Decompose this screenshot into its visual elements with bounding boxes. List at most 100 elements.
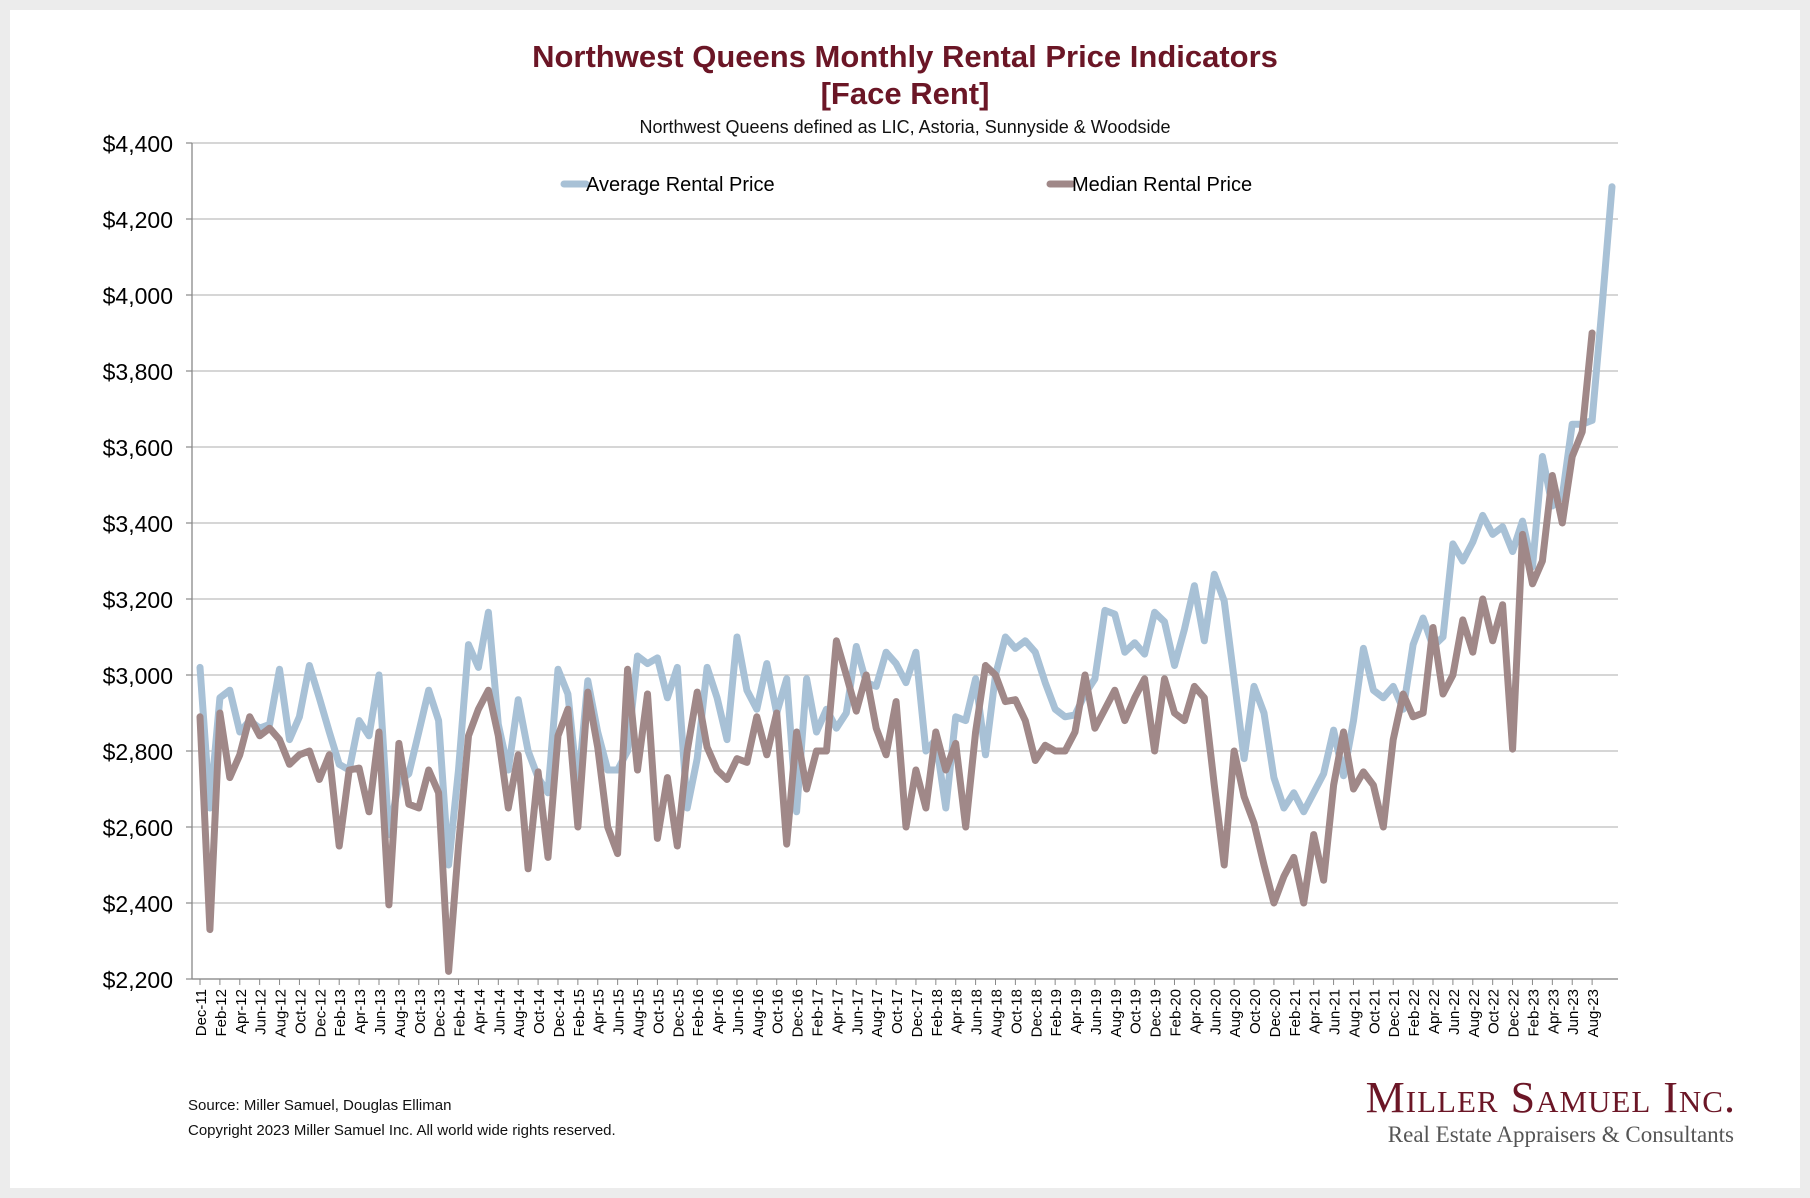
- x-tick-label: Aug-17: [869, 989, 886, 1037]
- series-line-average: [196, 183, 1616, 869]
- x-tick-label: Jun-17: [849, 989, 866, 1035]
- copyright-note: Copyright 2023 Miller Samuel Inc. All wo…: [188, 1122, 616, 1139]
- x-tick-label: Dec-16: [790, 989, 807, 1037]
- x-tick-label: Feb-15: [571, 989, 588, 1037]
- grid-lines: [192, 142, 1618, 980]
- x-tick-label: Apr-15: [591, 989, 608, 1034]
- y-tick-label: $3,200: [103, 587, 173, 613]
- y-tick-label: $2,200: [103, 967, 173, 993]
- x-tick-label: Oct-22: [1486, 989, 1503, 1034]
- x-tick-label: Aug-20: [1227, 989, 1244, 1037]
- x-tick-label: Aug-19: [1108, 989, 1125, 1037]
- x-tick-label: Aug-22: [1466, 989, 1483, 1037]
- y-tick-label: $3,400: [103, 511, 173, 537]
- x-tick-label: Apr-12: [233, 989, 250, 1034]
- x-tick-label: Jun-15: [611, 989, 628, 1035]
- y-tick-label: $4,000: [103, 283, 173, 309]
- x-tick-label: Feb-20: [1167, 989, 1184, 1037]
- source-note: Source: Miller Samuel, Douglas Elliman: [188, 1097, 452, 1114]
- x-tick-label: Apr-18: [949, 989, 966, 1034]
- x-tick-label: Oct-21: [1366, 989, 1383, 1034]
- x-tick-label: Jun-16: [730, 989, 747, 1035]
- x-tick-label: Aug-15: [631, 989, 648, 1037]
- y-tick-label: $2,600: [103, 815, 173, 841]
- x-tick-label: Aug-16: [750, 989, 767, 1037]
- x-tick-label: Jun-14: [491, 989, 508, 1035]
- chart-title: Northwest Queens Monthly Rental Price In…: [0, 38, 1810, 112]
- x-tick-label: Oct-17: [889, 989, 906, 1034]
- x-tick-label: Dec-15: [670, 989, 687, 1037]
- x-tick-label: Dec-20: [1267, 989, 1284, 1037]
- x-tick-label: Dec-14: [551, 989, 568, 1037]
- x-tick-label: Oct-18: [1008, 989, 1025, 1034]
- chart-title-line1: Northwest Queens Monthly Rental Price In…: [532, 39, 1278, 74]
- x-tick-label: Jun-12: [253, 989, 270, 1035]
- x-tick-label: Dec-19: [1148, 989, 1165, 1037]
- x-tick-label: Apr-20: [1187, 989, 1204, 1034]
- x-tick-label: Jun-19: [1088, 989, 1105, 1035]
- x-tick-label: Oct-19: [1128, 989, 1145, 1034]
- x-tick-label: Aug-18: [988, 989, 1005, 1037]
- x-tick-label: Apr-13: [352, 989, 369, 1034]
- y-tick-label: $2,800: [103, 739, 173, 765]
- x-tick-label: Dec-12: [312, 989, 329, 1037]
- x-tick-label: Dec-13: [432, 989, 449, 1037]
- x-tick-label: Feb-12: [213, 989, 230, 1037]
- y-tick-label: $3,800: [103, 359, 173, 385]
- legend-label: Average Rental Price: [586, 174, 775, 196]
- x-axis-ticks: Dec-11 Feb-12 Apr-12 Jun-12 Aug-12 Oct-12 Dec-…: [193, 979, 1602, 1037]
- x-tick-label: Apr-17: [829, 989, 846, 1034]
- x-tick-label: Oct-16: [770, 989, 787, 1034]
- x-tick-label: Feb-22: [1406, 989, 1423, 1037]
- x-tick-label: Oct-14: [531, 989, 548, 1034]
- x-tick-label: Apr-19: [1068, 989, 1085, 1034]
- x-tick-label: Aug-21: [1346, 989, 1363, 1037]
- x-tick-label: Dec-22: [1506, 989, 1523, 1037]
- x-tick-label: Oct-13: [412, 989, 429, 1034]
- x-tick-label: Dec-21: [1386, 989, 1403, 1037]
- chart-subtitle: Northwest Queens defined as LIC, Astoria…: [639, 117, 1171, 137]
- legend-label: Median Rental Price: [1072, 174, 1252, 196]
- x-tick-label: Dec-11: [193, 989, 210, 1036]
- y-tick-label: $3,600: [103, 435, 173, 461]
- x-tick-label: Oct-20: [1247, 989, 1264, 1034]
- y-tick-label: $4,400: [103, 131, 173, 157]
- x-tick-label: Jun-23: [1565, 989, 1582, 1035]
- x-tick-label: Dec-18: [1028, 989, 1045, 1037]
- y-tick-label: $2,400: [103, 891, 173, 917]
- legend: Average Rental Price Median Rental Price: [560, 174, 1252, 196]
- x-tick-label: Aug-12: [273, 989, 290, 1037]
- x-tick-label: Feb-23: [1525, 989, 1542, 1037]
- series-line-median: [196, 329, 1596, 975]
- x-tick-label: Apr-21: [1307, 989, 1324, 1034]
- x-tick-label: Apr-23: [1545, 989, 1562, 1034]
- x-tick-label: Apr-14: [471, 989, 488, 1034]
- x-tick-label: Feb-19: [1048, 989, 1065, 1037]
- x-tick-label: Apr-22: [1426, 989, 1443, 1034]
- x-tick-label: Jun-13: [372, 989, 389, 1035]
- y-tick-label: $3,000: [103, 663, 173, 689]
- logo-tagline: Real Estate Appraisers & Consultants: [1387, 1122, 1734, 1147]
- chart-title-line2: [Face Rent]: [820, 76, 990, 111]
- logo-name: Miller Samuel Inc.: [1365, 1073, 1736, 1122]
- y-axis-ticks: $2,200 $2,400 $2,600 $2,800 $3,000 $3,200 $3,4…: [103, 131, 192, 993]
- x-tick-label: Aug-14: [511, 989, 528, 1037]
- x-tick-label: Feb-14: [452, 989, 469, 1037]
- x-tick-label: Oct-12: [292, 989, 309, 1034]
- x-tick-label: Feb-16: [690, 989, 707, 1037]
- x-tick-label: Apr-16: [710, 989, 727, 1034]
- y-tick-label: $4,200: [103, 207, 173, 233]
- x-tick-label: Feb-18: [929, 989, 946, 1037]
- x-tick-label: Feb-13: [332, 989, 349, 1037]
- x-tick-label: Aug-13: [392, 989, 409, 1037]
- x-tick-label: Dec-17: [909, 989, 926, 1037]
- series-lines: [196, 183, 1616, 975]
- x-tick-label: Jun-21: [1327, 989, 1344, 1035]
- x-axis: [191, 143, 1618, 980]
- x-tick-label: Feb-17: [810, 989, 827, 1037]
- x-tick-label: Jun-18: [969, 989, 986, 1035]
- x-tick-label: Jun-20: [1207, 989, 1224, 1035]
- x-tick-label: Jun-22: [1446, 989, 1463, 1035]
- x-tick-label: Feb-21: [1287, 989, 1304, 1037]
